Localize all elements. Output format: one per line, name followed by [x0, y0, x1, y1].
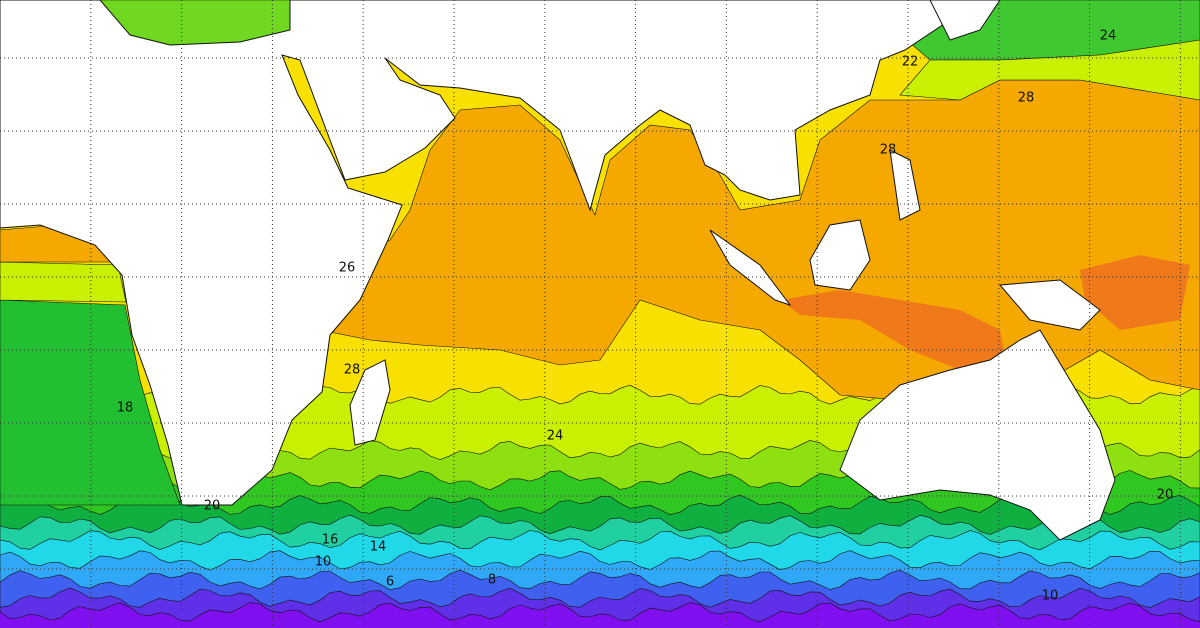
contour-label: 20 [1157, 488, 1174, 503]
contour-label: 14 [370, 540, 387, 555]
madagascar [349, 359, 391, 446]
contour-label: 22 [902, 55, 919, 70]
contour-label: 28 [344, 363, 361, 378]
contour-label: 10 [315, 555, 332, 570]
japan [929, 0, 1001, 41]
regional-patches [0, 0, 1200, 506]
australia [839, 329, 1116, 541]
contour-label: 8 [488, 573, 496, 588]
sumatra [709, 229, 792, 306]
contour-label: 24 [547, 429, 564, 444]
contour-label: 28 [880, 143, 897, 158]
contour-labels: 24 22 28 28 26 28 18 24 20 20 16 14 10 6 8 10 [117, 29, 1174, 604]
borneo [809, 219, 871, 291]
north-yellowgreen [899, 39, 1200, 101]
africa-eurasia [0, 0, 961, 506]
land [0, 0, 1116, 541]
atlantic-yellowgreen [0, 261, 127, 303]
contour-label: 18 [117, 401, 134, 416]
atlantic-green [0, 299, 181, 506]
hot-patch [1080, 255, 1190, 330]
contour-label: 26 [339, 261, 356, 276]
contour-label: 20 [204, 499, 221, 514]
contour-label: 6 [386, 575, 394, 590]
contour-label: 24 [1100, 29, 1117, 44]
hot-patch [780, 290, 1010, 380]
philippines [889, 149, 921, 221]
contour-label: 28 [1018, 91, 1035, 106]
contour-label: 10 [1042, 589, 1059, 604]
contour-label: 16 [322, 533, 339, 548]
